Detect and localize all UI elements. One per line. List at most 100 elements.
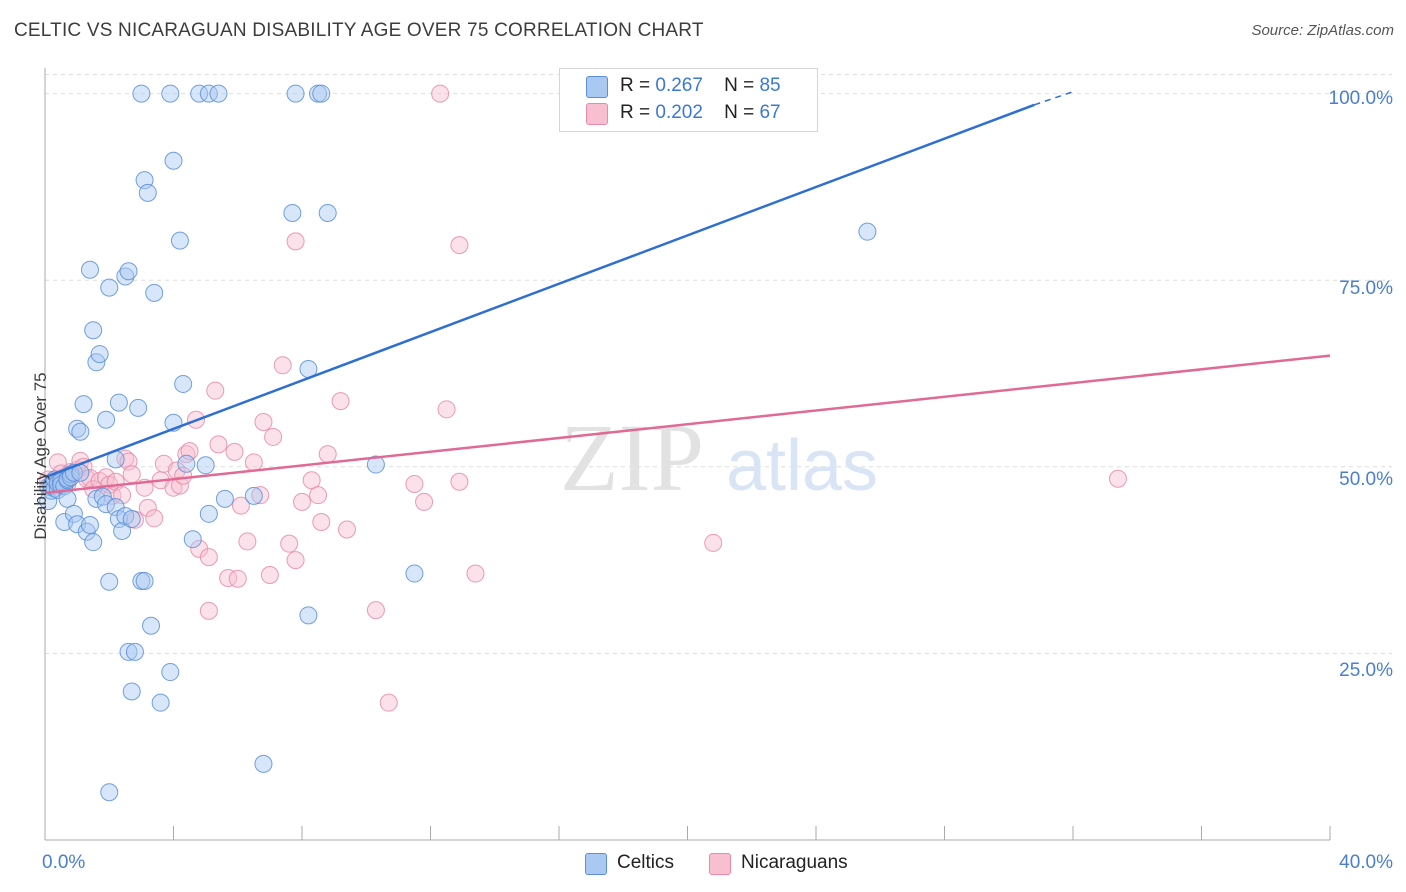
celtics-point xyxy=(177,454,196,473)
r-value: 0.267 xyxy=(655,75,703,96)
nicaraguans-point xyxy=(177,445,196,464)
trend-lines xyxy=(44,89,1331,495)
nicaraguans-point xyxy=(251,486,270,505)
nicaraguans-point xyxy=(331,392,350,411)
celtics-point xyxy=(84,321,103,340)
celtics-point xyxy=(318,204,337,223)
celtics-point xyxy=(209,84,228,103)
celtics-point xyxy=(68,515,87,534)
nicaraguans-point xyxy=(80,468,99,487)
celtics-point xyxy=(170,231,189,250)
nicaraguans-point xyxy=(122,465,141,484)
celtics-point xyxy=(100,572,119,591)
celtics-point xyxy=(100,783,119,802)
celtics-point xyxy=(74,395,93,414)
celtics-point xyxy=(145,283,164,302)
nicaraguans-point xyxy=(286,232,305,251)
celtics-point xyxy=(129,398,148,417)
celtics-point xyxy=(138,183,157,202)
nicaraguans-point xyxy=(309,486,328,505)
celtics-points xyxy=(39,84,877,802)
nicaraguans-point xyxy=(260,566,279,585)
grid-lines xyxy=(45,74,1392,654)
celtics-point xyxy=(161,84,180,103)
celtics-point xyxy=(405,564,424,583)
celtics-point xyxy=(286,84,305,103)
y-axis-label: Disability Age Over 75 xyxy=(31,372,50,540)
celtics-point xyxy=(164,151,183,170)
nicaraguans-point xyxy=(244,453,263,472)
nicaraguans-point xyxy=(302,471,321,490)
celtics-point xyxy=(64,504,83,523)
r-label: R = xyxy=(620,75,651,96)
celtics-point xyxy=(113,521,132,540)
celtics-point xyxy=(312,84,331,103)
r-value: 0.202 xyxy=(655,102,703,123)
r-label: R = xyxy=(620,102,651,123)
nicaraguans-point xyxy=(286,551,305,570)
celtics-point xyxy=(858,222,877,241)
y-tick-label: 50.0% xyxy=(1339,469,1393,490)
axes xyxy=(44,68,1331,841)
nicaraguans-trend-line xyxy=(44,354,1331,495)
celtics-point xyxy=(119,262,138,281)
n-label: N = xyxy=(724,102,755,123)
legend-label-nicaraguans: Nicaraguans xyxy=(741,852,848,873)
celtics-point xyxy=(244,486,263,505)
watermark-zip: ZIP xyxy=(560,404,704,511)
nicaraguans-swatch xyxy=(586,103,608,125)
nicaraguans-point xyxy=(312,513,331,532)
celtics-point xyxy=(135,571,154,590)
celtics-point xyxy=(109,393,128,412)
celtics-point xyxy=(84,533,103,552)
celtics-point xyxy=(119,642,138,661)
nicaraguans-point xyxy=(174,466,193,485)
celtics-point xyxy=(196,456,215,475)
celtics-point xyxy=(199,504,218,523)
nicaraguans-point xyxy=(116,449,135,468)
y-tick-label: 75.0% xyxy=(1339,278,1393,299)
y-tick-label: 100.0% xyxy=(1328,88,1393,109)
source-label: Source: ZipAtlas.com xyxy=(1251,22,1394,39)
watermark: ZIP atlas xyxy=(560,404,878,511)
celtics-swatch xyxy=(586,76,608,98)
nicaraguans-point xyxy=(405,474,424,493)
nicaraguans-point xyxy=(219,569,238,588)
nicaraguans-point xyxy=(225,442,244,461)
celtics-point xyxy=(215,489,234,508)
legend-label-celtics: Celtics xyxy=(617,852,675,873)
nicaraguans-point xyxy=(450,472,469,491)
celtics-point xyxy=(132,84,151,103)
nicaraguans-point xyxy=(199,601,218,620)
nicaraguans-point xyxy=(231,496,250,515)
nicaraguans-point xyxy=(318,445,337,464)
nicaraguans-point xyxy=(199,548,218,567)
watermark-atlas: atlas xyxy=(726,426,878,506)
nicaraguans-point xyxy=(238,532,257,551)
y-tick-label: 25.0% xyxy=(1339,660,1393,681)
nicaraguans-point xyxy=(280,534,299,553)
nicaraguans-point xyxy=(415,492,434,511)
celtics-point xyxy=(71,422,90,441)
nicaraguans-point xyxy=(1108,469,1127,488)
nicaraguans-point xyxy=(209,435,228,454)
celtics-point xyxy=(366,455,385,474)
celtics-point xyxy=(125,642,144,661)
celtics-point xyxy=(106,498,125,517)
nicaraguans-point xyxy=(273,356,292,375)
nicaraguans-point xyxy=(264,427,283,446)
celtics-point xyxy=(183,530,202,549)
celtics-point xyxy=(122,510,141,529)
celtics-point xyxy=(174,374,193,393)
celtics-trend-extension xyxy=(1034,89,1077,106)
correlation-legend: R = 0.267 N = 85 R = 0.202 N = 67 xyxy=(559,68,818,132)
celtics-point xyxy=(161,663,180,682)
celtics-trend-line xyxy=(44,103,1035,479)
nicaraguans-point xyxy=(431,84,450,103)
celtics-point xyxy=(68,419,87,438)
celtics-point xyxy=(100,278,119,297)
celtics-point xyxy=(116,267,135,286)
celtics-point xyxy=(122,682,141,701)
nicaraguans-point xyxy=(254,413,273,432)
nicaraguans-point xyxy=(113,486,132,505)
